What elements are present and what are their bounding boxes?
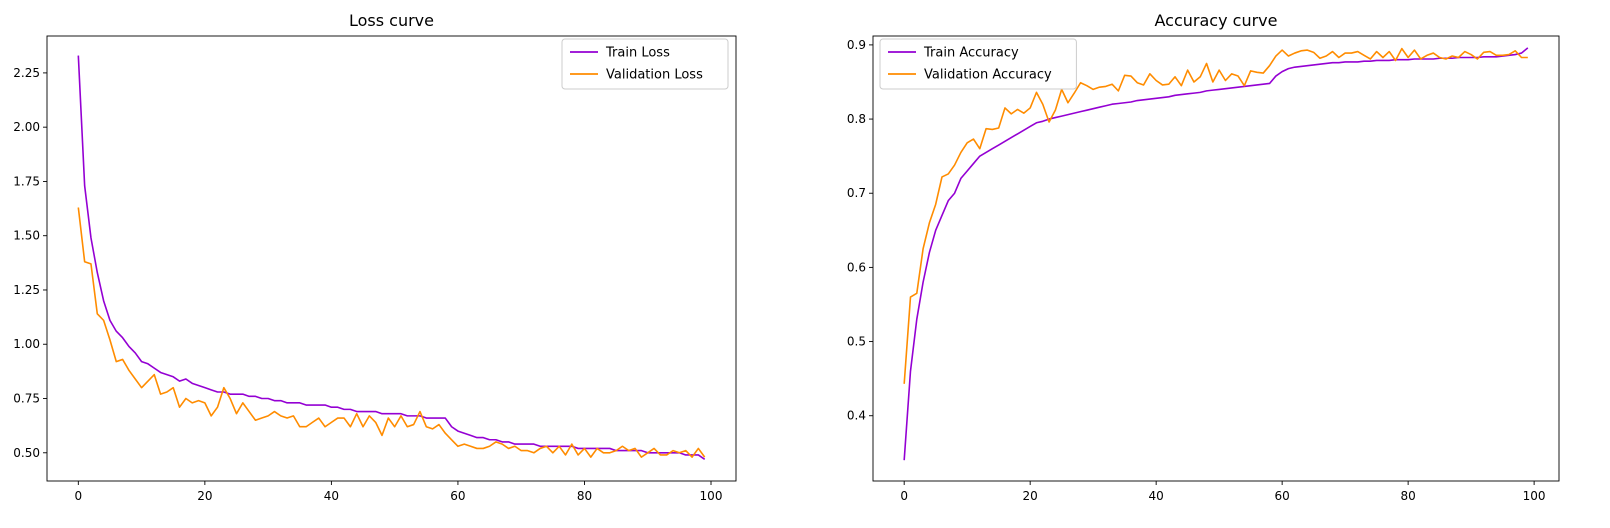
loss-chart-title: Loss curve bbox=[349, 11, 434, 30]
loss-y-axis: 0.50 0.75 1.00 1.25 1.50 1.75 2.00 2.25 bbox=[13, 66, 47, 460]
loss-x-tick-label: 80 bbox=[577, 489, 592, 503]
loss-x-axis: 0 20 40 60 80 100 bbox=[74, 481, 722, 503]
accuracy-chart: Accuracy curve 0 20 40 60 80 100 0.4 0.5 0.6 0.7… bbox=[847, 11, 1560, 503]
loss-chart: Loss curve 0 20 40 60 80 100 0.50 0.75 1.00 1.25… bbox=[13, 11, 737, 503]
loss-legend: Train Loss Validation Loss bbox=[561, 38, 729, 90]
train-accuracy-line bbox=[903, 47, 1529, 461]
accuracy-x-tick-label: 80 bbox=[1400, 489, 1415, 503]
loss-plot-frame bbox=[46, 35, 737, 482]
loss-series-lines bbox=[77, 55, 706, 460]
validation-accuracy-line bbox=[903, 47, 1528, 384]
accuracy-x-tick-label: 40 bbox=[1149, 489, 1164, 503]
accuracy-x-tick-label: 0 bbox=[900, 489, 908, 503]
accuracy-x-tick-label: 100 bbox=[1523, 489, 1546, 503]
accuracy-y-tick-label: 0.7 bbox=[847, 186, 866, 200]
accuracy-x-tick-label: 60 bbox=[1275, 489, 1290, 503]
accuracy-y-tick-label: 0.9 bbox=[847, 38, 866, 52]
accuracy-chart-title: Accuracy curve bbox=[1155, 11, 1278, 30]
loss-y-tick-label: 0.50 bbox=[13, 446, 40, 460]
accuracy-y-tick-label: 0.5 bbox=[847, 335, 866, 349]
loss-y-tick-label: 1.00 bbox=[13, 337, 40, 351]
loss-x-tick-label: 40 bbox=[324, 489, 339, 503]
loss-x-tick-label: 20 bbox=[197, 489, 212, 503]
accuracy-legend: Train Accuracy Validation Accuracy bbox=[879, 38, 1077, 90]
loss-y-tick-label: 2.25 bbox=[13, 66, 40, 80]
accuracy-y-tick-label: 0.4 bbox=[847, 409, 866, 423]
loss-legend-box bbox=[561, 38, 729, 90]
accuracy-y-axis: 0.4 0.5 0.6 0.7 0.8 0.9 bbox=[847, 38, 873, 423]
loss-x-tick-label: 0 bbox=[74, 489, 82, 503]
loss-x-tick-label: 60 bbox=[450, 489, 465, 503]
validation-accuracy-legend-label: Validation Accuracy bbox=[924, 68, 1052, 83]
accuracy-y-tick-label: 0.6 bbox=[847, 260, 866, 274]
loss-y-tick-label: 2.00 bbox=[13, 120, 40, 134]
validation-loss-line bbox=[77, 207, 706, 458]
accuracy-y-tick-label: 0.8 bbox=[847, 112, 866, 126]
accuracy-series-lines bbox=[903, 47, 1529, 461]
loss-y-tick-label: 0.75 bbox=[13, 392, 40, 406]
validation-loss-legend-label: Validation Loss bbox=[606, 68, 703, 83]
train-accuracy-legend-label: Train Accuracy bbox=[923, 46, 1019, 61]
train-loss-legend-label: Train Loss bbox=[605, 46, 670, 61]
loss-y-tick-label: 1.75 bbox=[13, 174, 40, 188]
train-loss-line bbox=[77, 55, 706, 460]
loss-y-tick-label: 1.50 bbox=[13, 229, 40, 243]
accuracy-legend-box bbox=[879, 38, 1077, 90]
accuracy-plot-frame bbox=[872, 35, 1560, 482]
loss-y-tick-label: 1.25 bbox=[13, 283, 40, 297]
accuracy-x-axis: 0 20 40 60 80 100 bbox=[900, 481, 1546, 503]
loss-x-tick-label: 100 bbox=[700, 489, 723, 503]
accuracy-x-tick-label: 20 bbox=[1023, 489, 1038, 503]
